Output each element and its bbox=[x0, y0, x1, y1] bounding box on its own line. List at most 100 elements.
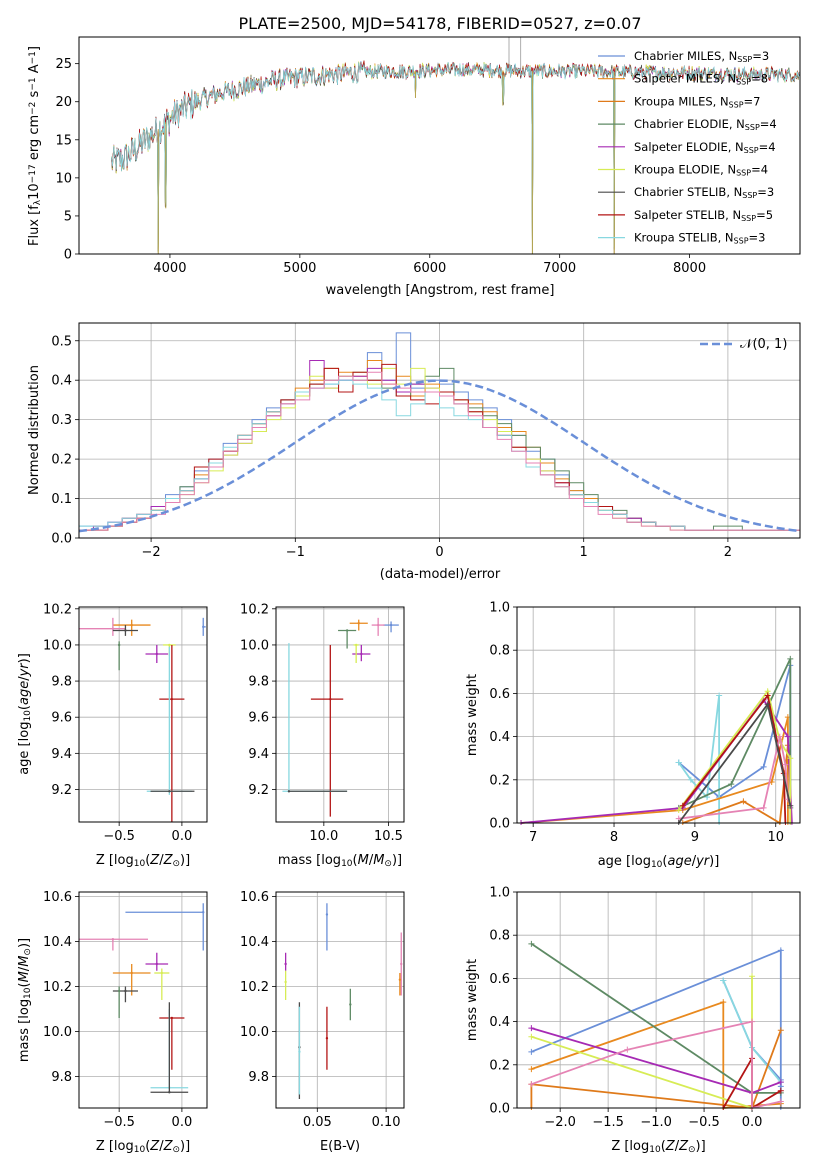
x-tick-label: 0.05 bbox=[303, 1115, 332, 1130]
data-point bbox=[345, 629, 349, 632]
y-tick-label: 5 bbox=[64, 209, 72, 224]
y-tick-label: 0.1 bbox=[51, 492, 72, 507]
data-point bbox=[349, 1003, 352, 1006]
axis-label-part: −1 bbox=[28, 51, 38, 64]
legend-label: Kroupa ELODIE, NSSP=4 bbox=[634, 163, 768, 178]
y-tick-label: 10.4 bbox=[240, 935, 269, 950]
y-tick-label: 0 bbox=[64, 248, 72, 263]
axis-label-part: )] bbox=[180, 853, 190, 868]
x-tick-label: 4000 bbox=[153, 261, 186, 276]
axis-label-part: A bbox=[27, 64, 42, 77]
y-tick-label: 9.4 bbox=[248, 747, 269, 762]
data-point bbox=[202, 911, 205, 914]
weight-marker bbox=[528, 1033, 535, 1040]
axis-label-part: )] bbox=[180, 1139, 190, 1154]
axis-label-part: 10 bbox=[134, 859, 146, 869]
axis-label-part: )] bbox=[17, 653, 32, 663]
y-tick-label: 25 bbox=[55, 57, 72, 72]
age_vs_Z-panel: −0.5 0.09.29.49.69.810.010.2Z [log10(Z/Z⊙… bbox=[17, 602, 208, 869]
data-point bbox=[155, 652, 159, 656]
y-tick-label: 9.8 bbox=[51, 1070, 72, 1085]
weight-marker bbox=[782, 761, 789, 768]
y-tick-label: 0.2 bbox=[51, 453, 72, 468]
y-tick-label: 0.8 bbox=[489, 929, 510, 944]
weight-marker bbox=[777, 1098, 784, 1105]
weight-marker bbox=[760, 763, 767, 770]
legend-label-end: =4 bbox=[760, 117, 777, 131]
axis-label: mass [log10(M/M⊙)] bbox=[17, 938, 33, 1062]
weight-marker bbox=[784, 733, 791, 740]
y-tick-label: 9.6 bbox=[51, 711, 72, 726]
axis-label-part: ( bbox=[145, 1139, 150, 1154]
y-tick-label: 9.8 bbox=[248, 675, 269, 690]
legend-label-main: Kroupa STELIB, N bbox=[634, 231, 734, 245]
weight-marker bbox=[720, 999, 727, 1006]
data-point bbox=[202, 625, 205, 629]
axis-label-part: 10 bbox=[649, 1145, 661, 1155]
data-point bbox=[170, 1016, 174, 1020]
axis-label-part: / bbox=[159, 853, 164, 868]
data-point bbox=[284, 962, 287, 966]
axis-label-part: λ bbox=[33, 199, 43, 205]
data-point bbox=[398, 978, 402, 981]
weight-marker bbox=[675, 807, 682, 814]
data-point bbox=[168, 790, 171, 793]
axis-label-part: ( bbox=[353, 853, 358, 868]
y-tick-label: 0.2 bbox=[489, 1058, 510, 1073]
axis-label: age [log10(age/yr)] bbox=[17, 653, 33, 775]
axis-label-part: age bbox=[667, 854, 691, 869]
axis-label-part: ⊙ bbox=[172, 1145, 180, 1155]
legend-label-main: Salpeter STELIB, N bbox=[634, 208, 741, 222]
weight-marker bbox=[777, 1027, 784, 1034]
x-tick-label: −1 bbox=[286, 545, 305, 560]
axis-label-part: ( bbox=[17, 982, 32, 987]
y-tick-label: 10.2 bbox=[240, 602, 269, 617]
x-axis-label: wavelength [Angstrom, rest frame] bbox=[326, 283, 555, 298]
axis-label-part: )] bbox=[392, 853, 402, 868]
axis-label-part: 10 bbox=[27, 183, 42, 200]
y-tick-label: 10.2 bbox=[43, 980, 72, 995]
weight-marker bbox=[528, 1066, 535, 1073]
y-tick-label: 15 bbox=[55, 133, 72, 148]
data-point bbox=[329, 697, 332, 701]
axis-label-part: Z bbox=[163, 1139, 174, 1154]
axis-label-part: Z [log bbox=[611, 1139, 649, 1154]
spectrum-series bbox=[111, 62, 800, 254]
weight-series bbox=[678, 658, 792, 809]
axis-label-part: M bbox=[17, 956, 32, 967]
legend-label-end: =8 bbox=[751, 72, 768, 86]
data-point bbox=[117, 989, 121, 993]
y-tick-label: 0.8 bbox=[489, 644, 510, 659]
y-tick-label: 10.0 bbox=[43, 1025, 72, 1040]
age_vs_mass-panel: 10.0 10.5 9.2 9.4 9.6 9.8 10.0 10.2 mass [log10(… bbox=[240, 602, 405, 869]
data-point bbox=[357, 622, 360, 625]
weight-series bbox=[530, 1029, 782, 1109]
axis-label-part: )] bbox=[696, 1139, 706, 1154]
legend-label-end: =3 bbox=[749, 231, 766, 245]
axis-label-part: Z [log bbox=[96, 853, 134, 868]
x-tick-label: 10.0 bbox=[309, 829, 338, 844]
data-point bbox=[111, 627, 115, 630]
y-tick-label: 0.4 bbox=[489, 1015, 510, 1030]
weight-marker bbox=[749, 973, 756, 980]
legend-label-main: Salpeter MILES, N bbox=[634, 72, 736, 86]
weight-series bbox=[677, 689, 792, 823]
axis-label-part: )] bbox=[17, 938, 32, 948]
data-point bbox=[389, 623, 393, 627]
axis-label: Z [log10(Z/Z⊙)] bbox=[96, 1139, 190, 1155]
data-point bbox=[360, 652, 363, 656]
axis-label-part: Z bbox=[149, 853, 160, 868]
axis-label-part: )] bbox=[709, 854, 719, 869]
data-point bbox=[325, 1037, 329, 1040]
x-tick-label: 7 bbox=[529, 830, 537, 845]
axis-label-part: age bbox=[17, 681, 32, 705]
axis-label-part: / bbox=[17, 966, 32, 971]
data-point bbox=[284, 980, 287, 984]
data-point bbox=[325, 913, 329, 916]
y-tick-label: 10.2 bbox=[43, 602, 72, 617]
axis-label-part: E(B-V) bbox=[320, 1139, 360, 1154]
legend-label-sub: SSP bbox=[744, 146, 759, 155]
y-tick-label: 10.6 bbox=[240, 890, 269, 905]
